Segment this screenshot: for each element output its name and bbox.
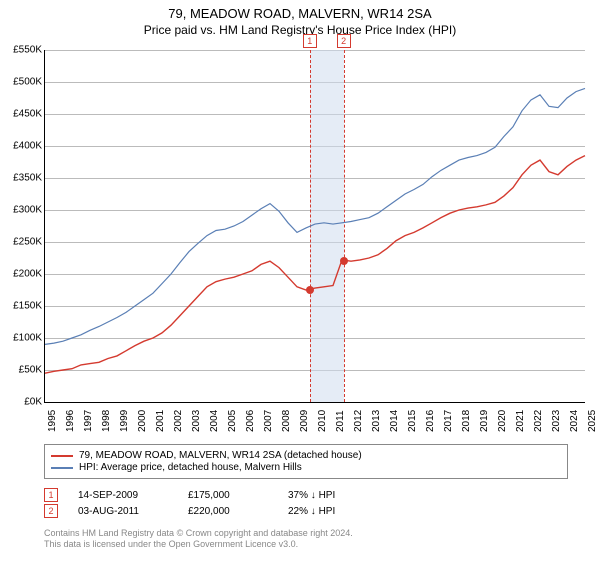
x-tick: 2015 <box>407 410 418 432</box>
page-subtitle: Price paid vs. HM Land Registry's House … <box>0 23 600 37</box>
y-tick: £0K <box>0 397 42 408</box>
x-tick: 2025 <box>587 410 598 432</box>
x-tick: 2000 <box>137 410 148 432</box>
x-tick: 2012 <box>353 410 364 432</box>
table-row: 203-AUG-2011£220,00022% ↓ HPI <box>44 504 388 518</box>
y-tick: £100K <box>0 333 42 344</box>
x-tick: 2020 <box>497 410 508 432</box>
y-tick: £150K <box>0 301 42 312</box>
x-tick: 2006 <box>245 410 256 432</box>
x-tick: 2024 <box>569 410 580 432</box>
x-tick: 2021 <box>515 410 526 432</box>
x-tick: 2003 <box>191 410 202 432</box>
x-tick: 2004 <box>209 410 220 432</box>
series-price_paid <box>45 156 585 374</box>
series-hpi <box>45 88 585 344</box>
x-tick: 2010 <box>317 410 328 432</box>
x-tick: 2005 <box>227 410 238 432</box>
footer: Contains HM Land Registry data © Crown c… <box>44 528 353 551</box>
chart: 12 <box>44 50 585 403</box>
y-tick: £550K <box>0 45 42 56</box>
legend-item: 79, MEADOW ROAD, MALVERN, WR14 2SA (deta… <box>51 450 561 461</box>
sales-table: 114-SEP-2009£175,00037% ↓ HPI 203-AUG-201… <box>44 486 388 520</box>
legend-item: HPI: Average price, detached house, Malv… <box>51 462 561 473</box>
y-tick: £350K <box>0 173 42 184</box>
x-tick: 2001 <box>155 410 166 432</box>
legend: 79, MEADOW ROAD, MALVERN, WR14 2SA (deta… <box>44 444 568 479</box>
table-row: 114-SEP-2009£175,00037% ↓ HPI <box>44 488 388 502</box>
x-tick: 1997 <box>83 410 94 432</box>
x-tick: 2018 <box>461 410 472 432</box>
x-tick: 1995 <box>47 410 58 432</box>
sale-marker: 2 <box>337 34 351 48</box>
sale-dot <box>340 257 348 265</box>
x-tick: 2007 <box>263 410 274 432</box>
footer-line-1: Contains HM Land Registry data © Crown c… <box>44 528 353 539</box>
x-tick: 2009 <box>299 410 310 432</box>
y-tick: £300K <box>0 205 42 216</box>
x-tick: 2008 <box>281 410 292 432</box>
x-tick: 2016 <box>425 410 436 432</box>
x-tick: 2019 <box>479 410 490 432</box>
x-tick: 1999 <box>119 410 130 432</box>
page-title: 79, MEADOW ROAD, MALVERN, WR14 2SA <box>0 6 600 21</box>
x-tick: 2017 <box>443 410 454 432</box>
x-tick: 2002 <box>173 410 184 432</box>
y-tick: £50K <box>0 365 42 376</box>
x-tick: 2013 <box>371 410 382 432</box>
footer-line-2: This data is licensed under the Open Gov… <box>44 539 353 550</box>
y-tick: £200K <box>0 269 42 280</box>
x-tick: 1998 <box>101 410 112 432</box>
x-tick: 2011 <box>335 410 346 432</box>
x-tick: 1996 <box>65 410 76 432</box>
y-tick: £400K <box>0 141 42 152</box>
y-tick: £500K <box>0 77 42 88</box>
sale-dot <box>306 286 314 294</box>
y-tick: £450K <box>0 109 42 120</box>
x-tick: 2014 <box>389 410 400 432</box>
sale-marker: 1 <box>303 34 317 48</box>
x-tick: 2023 <box>551 410 562 432</box>
x-tick: 2022 <box>533 410 544 432</box>
y-tick: £250K <box>0 237 42 248</box>
